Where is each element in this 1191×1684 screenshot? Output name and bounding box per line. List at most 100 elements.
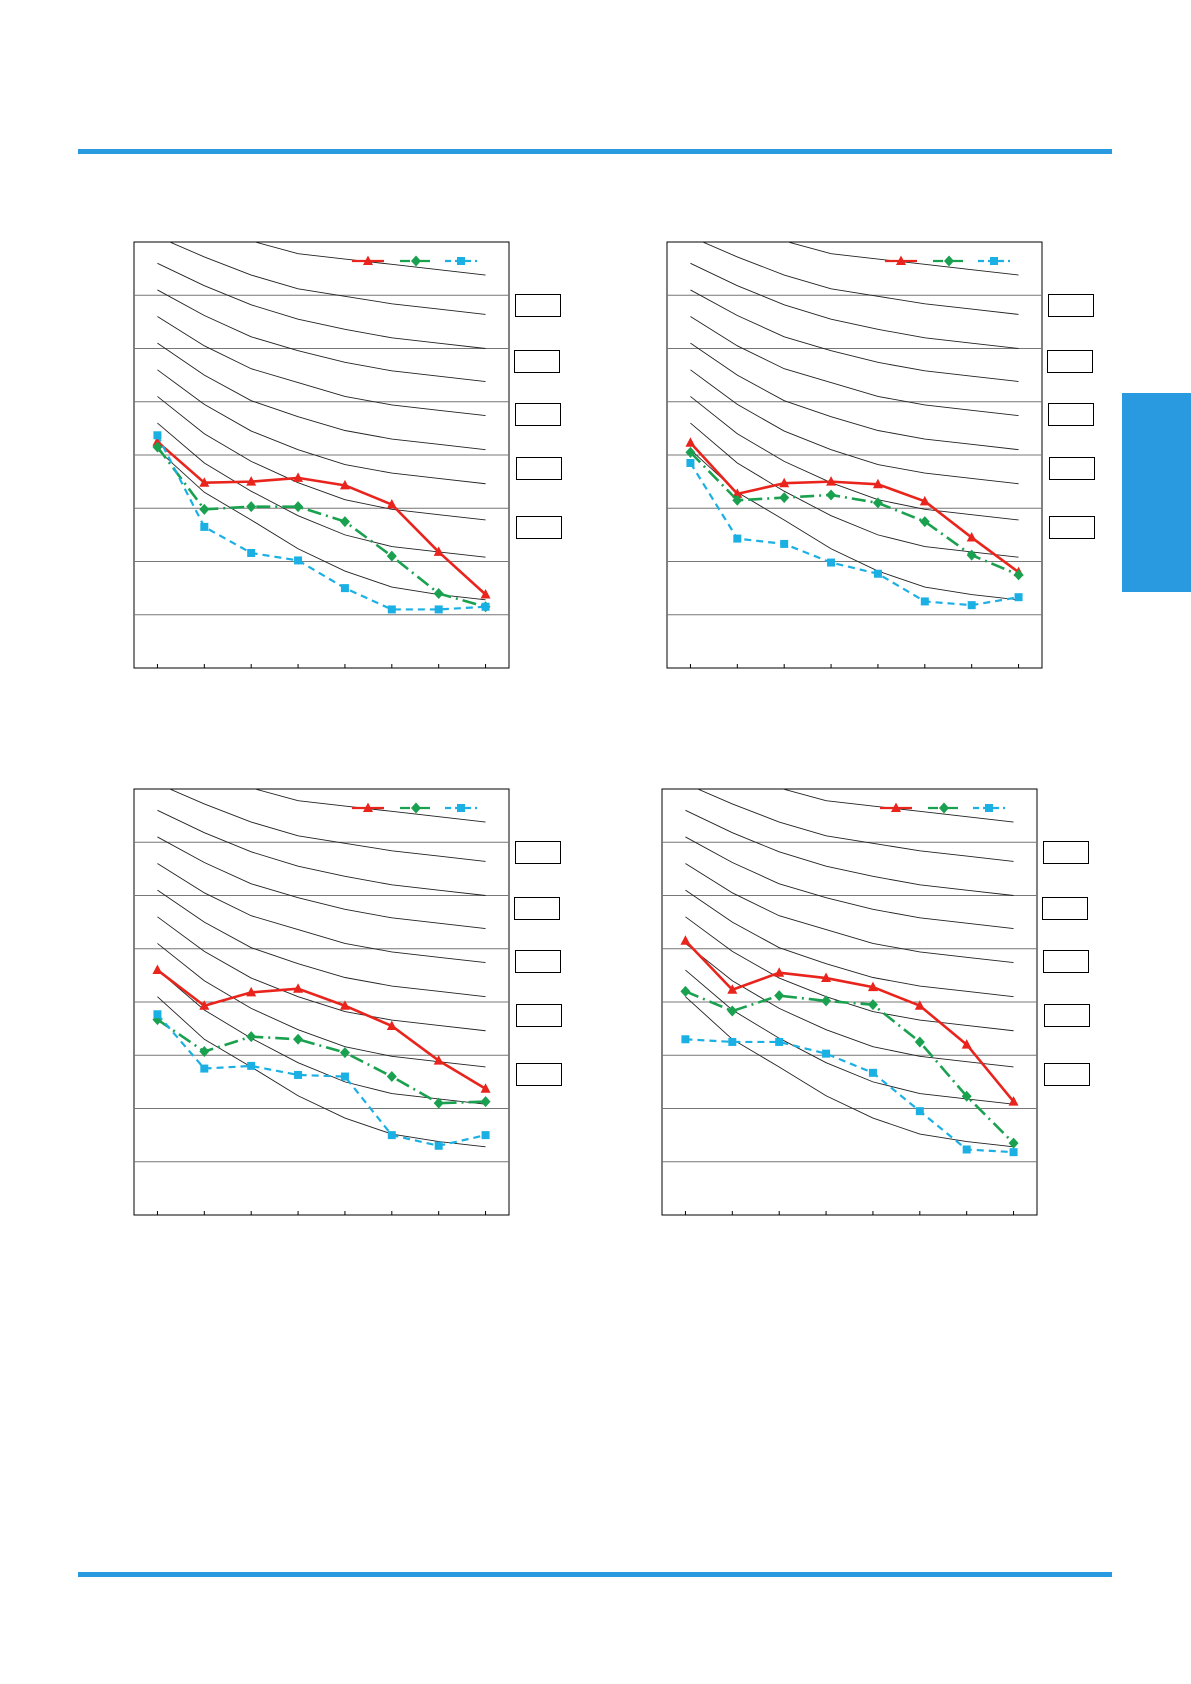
legend xyxy=(352,802,477,814)
reference-curve xyxy=(690,262,1019,349)
data-point xyxy=(822,1049,831,1058)
series-2 xyxy=(152,441,491,613)
data-point xyxy=(686,458,695,467)
curve-label-box xyxy=(1048,294,1094,317)
reference-curve xyxy=(253,789,486,823)
data-point xyxy=(779,492,790,504)
curve-label-box xyxy=(516,516,562,539)
reference-curve xyxy=(157,262,486,349)
series-line xyxy=(156,1018,486,1105)
data-point xyxy=(962,1145,971,1154)
data-point xyxy=(293,501,304,513)
reference-curve xyxy=(157,916,486,1032)
data-point xyxy=(779,477,790,488)
data-point xyxy=(826,476,837,486)
reference-curve xyxy=(157,943,486,1068)
reference-curve xyxy=(157,316,486,417)
data-point xyxy=(1008,1096,1019,1106)
reference-curve xyxy=(157,289,486,382)
data-point xyxy=(919,495,930,506)
reference-curves xyxy=(157,242,486,601)
series-2 xyxy=(680,985,1019,1149)
data-point xyxy=(961,1039,972,1049)
data-point xyxy=(386,499,397,509)
chart-panel-1 xyxy=(133,241,510,669)
data-point xyxy=(200,522,209,531)
data-point xyxy=(153,1010,162,1019)
data-point xyxy=(481,602,490,611)
data-point xyxy=(967,601,976,610)
data-point xyxy=(966,532,977,542)
data-point xyxy=(480,589,491,599)
curve-label-box xyxy=(514,897,560,920)
data-point xyxy=(433,546,444,556)
data-point xyxy=(386,1071,397,1083)
chart-panel-3 xyxy=(133,788,510,1216)
legend xyxy=(880,802,1005,814)
curve-label-box xyxy=(1049,457,1095,480)
reference-curve xyxy=(685,809,1014,896)
curve-label-box xyxy=(516,457,562,480)
data-point xyxy=(339,1000,350,1010)
reference-curve xyxy=(168,789,486,862)
data-point xyxy=(293,472,304,482)
data-point xyxy=(199,1046,210,1058)
legend-swatch-marker xyxy=(363,255,373,265)
data-point xyxy=(339,516,350,528)
data-point xyxy=(821,995,832,1007)
data-point xyxy=(247,548,256,557)
data-point xyxy=(386,550,397,562)
legend-swatch-marker xyxy=(457,804,465,812)
data-point xyxy=(680,985,691,997)
reference-curve xyxy=(690,289,1019,382)
reference-curve xyxy=(781,789,1014,823)
section-side-tab xyxy=(1122,393,1191,592)
reference-curve xyxy=(157,369,486,485)
data-point xyxy=(339,1047,350,1059)
series-line xyxy=(156,434,486,611)
data-point xyxy=(868,1068,877,1077)
reference-curve xyxy=(685,996,1014,1148)
legend-swatch-marker xyxy=(411,802,421,814)
data-point xyxy=(1008,1137,1019,1149)
data-point xyxy=(387,605,396,614)
data-point xyxy=(480,1083,491,1093)
series-3 xyxy=(153,431,490,614)
data-point xyxy=(728,1037,737,1046)
reference-curve xyxy=(685,916,1014,1032)
reference-curve xyxy=(690,342,1019,451)
series-line xyxy=(689,441,1020,574)
curve-label-box xyxy=(1043,950,1089,973)
reference-curve xyxy=(690,422,1019,558)
data-point xyxy=(480,1096,491,1108)
data-point xyxy=(247,1061,256,1070)
series-line xyxy=(684,939,1015,1103)
series-3 xyxy=(681,1035,1018,1157)
reference-curve xyxy=(157,889,486,998)
reference-curve xyxy=(157,449,486,601)
series-3 xyxy=(153,1010,490,1150)
data-point xyxy=(1009,1148,1018,1157)
bottom-rule xyxy=(78,1572,1112,1577)
reference-curve xyxy=(157,809,486,896)
legend-swatch-marker xyxy=(944,255,954,267)
chart-panel-2 xyxy=(666,241,1043,669)
data-point xyxy=(246,986,257,997)
data-point xyxy=(914,1036,925,1048)
reference-curve xyxy=(685,943,1014,1068)
data-point xyxy=(434,1141,443,1150)
series-line xyxy=(156,446,486,609)
data-point xyxy=(152,964,163,975)
series-2 xyxy=(685,446,1024,581)
reference-curve xyxy=(168,242,486,315)
data-point xyxy=(199,477,210,487)
curve-label-box xyxy=(1042,897,1088,920)
data-point xyxy=(826,489,837,501)
data-point xyxy=(1013,569,1024,581)
data-point xyxy=(821,972,832,983)
reference-curve xyxy=(696,789,1014,862)
reference-curve xyxy=(157,342,486,451)
data-point xyxy=(199,1000,210,1010)
series-line xyxy=(156,440,487,596)
curve-label-box xyxy=(1043,841,1089,864)
